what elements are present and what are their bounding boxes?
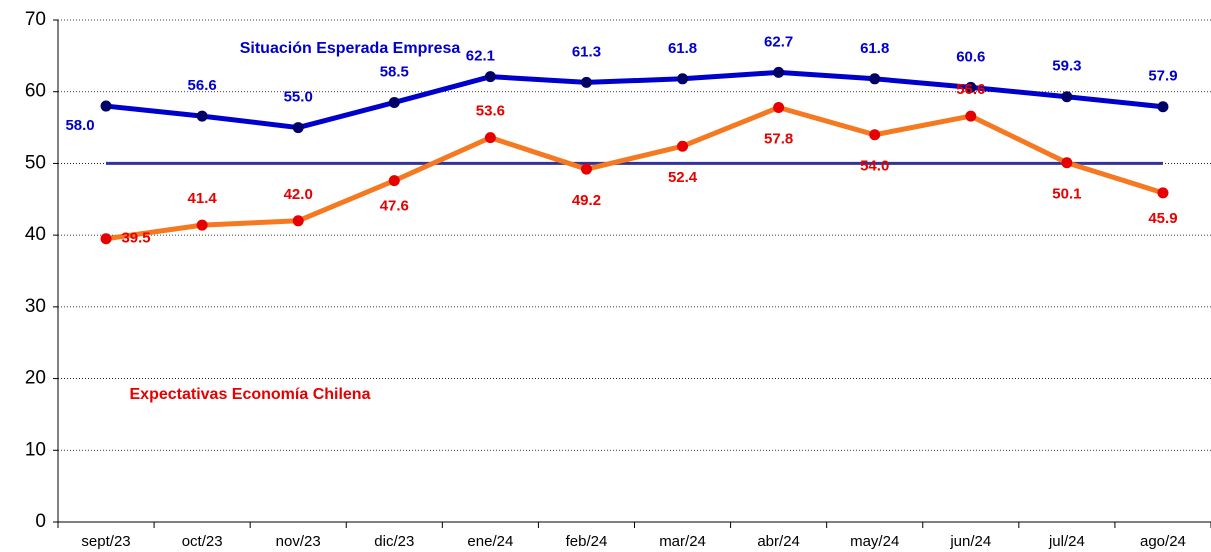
marker: [196, 219, 208, 231]
data-label: 62.7: [764, 33, 793, 50]
data-label: 47.6: [380, 198, 409, 215]
x-tick-label: jun/24: [949, 533, 991, 550]
y-tick-label: 70: [25, 9, 46, 30]
marker: [196, 110, 208, 122]
y-tick-label: 20: [25, 368, 46, 389]
x-tick-label: ene/24: [467, 533, 513, 550]
y-tick-label: 10: [25, 439, 46, 460]
marker: [677, 73, 689, 85]
data-label: 55.0: [284, 89, 313, 106]
marker: [100, 100, 112, 112]
data-label: 58.5: [380, 63, 409, 80]
x-tick-label: mar/24: [659, 533, 706, 550]
marker: [484, 71, 496, 83]
y-tick-label: 30: [25, 296, 46, 317]
data-label: 39.5: [121, 230, 150, 247]
series-line: [105, 69, 1164, 131]
y-tick-label: 40: [25, 224, 46, 245]
x-tick-label: nov/23: [276, 533, 321, 550]
data-label: 58.0: [65, 117, 94, 134]
marker: [1061, 157, 1073, 169]
data-label: 61.3: [572, 43, 601, 60]
marker: [773, 66, 785, 78]
data-label: 57.8: [764, 130, 793, 147]
y-tick-label: 60: [25, 81, 46, 102]
x-tick-label: oct/23: [182, 533, 223, 550]
x-tick-label: jul/24: [1048, 533, 1085, 550]
x-tick-label: sept/23: [81, 533, 130, 550]
data-label: 56.6: [188, 77, 217, 94]
marker: [677, 140, 689, 152]
data-label: 45.9: [1148, 210, 1177, 227]
marker: [1157, 187, 1169, 199]
series-line: [105, 104, 1164, 242]
y-tick-label: 50: [25, 152, 46, 173]
data-label: 61.8: [668, 40, 697, 57]
marker: [1061, 91, 1073, 103]
marker: [965, 110, 977, 122]
marker: [580, 163, 592, 175]
marker: [1157, 101, 1169, 113]
marker: [292, 215, 304, 227]
x-tick-label: ago/24: [1140, 533, 1186, 550]
marker: [965, 81, 977, 93]
data-label: 53.6: [476, 103, 505, 120]
x-tick-label: feb/24: [566, 533, 608, 550]
data-label: 54.0: [860, 158, 889, 175]
data-label: 61.8: [860, 40, 889, 57]
x-tick-label: dic/23: [374, 533, 414, 550]
marker: [100, 233, 112, 245]
marker: [388, 96, 400, 108]
series-label: Expectativas Economía Chilena: [129, 386, 371, 403]
series-label: Situación Esperada Empresa: [239, 40, 461, 57]
data-label: 62.1: [466, 48, 495, 65]
marker: [773, 101, 785, 113]
data-label: 57.9: [1148, 68, 1177, 85]
data-label: 56.6: [956, 81, 985, 98]
data-label: 52.4: [668, 169, 698, 186]
marker: [869, 129, 881, 141]
data-label: 50.1: [1052, 186, 1081, 203]
marker: [869, 73, 881, 85]
y-tick-label: 0: [35, 511, 46, 532]
data-label: 42.0: [284, 186, 313, 203]
x-tick-label: may/24: [850, 533, 899, 550]
data-label: 59.3: [1052, 58, 1081, 75]
marker: [292, 122, 304, 134]
data-label: 41.4: [188, 190, 218, 207]
x-tick-label: abr/24: [757, 533, 800, 550]
marker: [484, 132, 496, 144]
marker: [388, 175, 400, 187]
data-label: 49.2: [572, 192, 601, 209]
marker: [580, 76, 592, 88]
data-label: 60.6: [956, 48, 985, 65]
